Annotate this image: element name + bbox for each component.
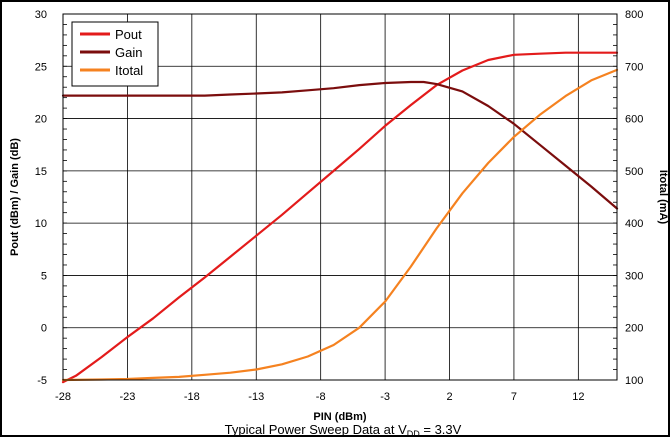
right-tick-label: 600 xyxy=(625,114,643,126)
series-line-itotal xyxy=(61,68,619,382)
series-line-pout xyxy=(61,51,619,384)
right-tick-label: 400 xyxy=(625,218,643,230)
right-tick-label: 800 xyxy=(625,9,643,21)
x-tick-label: -3 xyxy=(380,391,390,403)
right-axis-ticks: 100 200 300 400 500 600 700 800 xyxy=(613,9,643,387)
right-tick-label: 500 xyxy=(625,166,643,178)
series-lines xyxy=(61,51,619,384)
left-tick-label: 25 xyxy=(35,61,47,73)
legend-label-gain: Gain xyxy=(115,45,142,60)
x-axis-title: PIN (dBm) xyxy=(313,411,367,423)
x-tick-label: -28 xyxy=(55,391,71,403)
right-tick-label: 700 xyxy=(625,61,643,73)
left-axis-ticks: -5 0 5 10 15 20 25 30 xyxy=(35,9,67,387)
x-axis-ticks: -28 -23 -18 -13 -8 -3 2 7 12 xyxy=(55,391,584,403)
right-axis-title: Itotal (mA) xyxy=(657,170,669,225)
plot-frame xyxy=(62,13,618,381)
right-tick-label: 100 xyxy=(625,375,643,387)
left-tick-label: 10 xyxy=(35,218,47,230)
caption-subscript: DD xyxy=(407,429,420,437)
chart-caption: Typical Power Sweep Data at VDD = 3.3V xyxy=(225,422,462,437)
x-tick-label: -13 xyxy=(248,391,264,403)
legend: Pout Gain Itotal xyxy=(71,21,159,87)
legend-label-itotal: Itotal xyxy=(115,63,143,78)
right-tick-label: 200 xyxy=(625,323,643,335)
legend-label-pout: Pout xyxy=(115,27,142,42)
x-tick-label: 2 xyxy=(446,391,452,403)
caption-main: Typical Power Sweep Data at V xyxy=(225,422,407,437)
left-tick-label: 20 xyxy=(35,114,47,126)
left-tick-label: 5 xyxy=(41,270,47,282)
left-tick-label: -5 xyxy=(37,375,47,387)
x-tick-label: 12 xyxy=(572,391,584,403)
x-tick-label: -8 xyxy=(316,391,326,403)
x-tick-label: -18 xyxy=(184,391,200,403)
left-tick-label: 0 xyxy=(41,323,47,335)
caption-tail: = 3.3V xyxy=(420,422,462,437)
left-tick-label: 30 xyxy=(35,9,47,21)
left-tick-label: 15 xyxy=(35,166,47,178)
right-tick-label: 300 xyxy=(625,270,643,282)
left-axis-title: Pout (dBm) / Gain (dB) xyxy=(9,138,21,256)
series-line-gain xyxy=(61,80,619,210)
x-tick-label: -23 xyxy=(119,391,135,403)
x-tick-label: 7 xyxy=(511,391,517,403)
